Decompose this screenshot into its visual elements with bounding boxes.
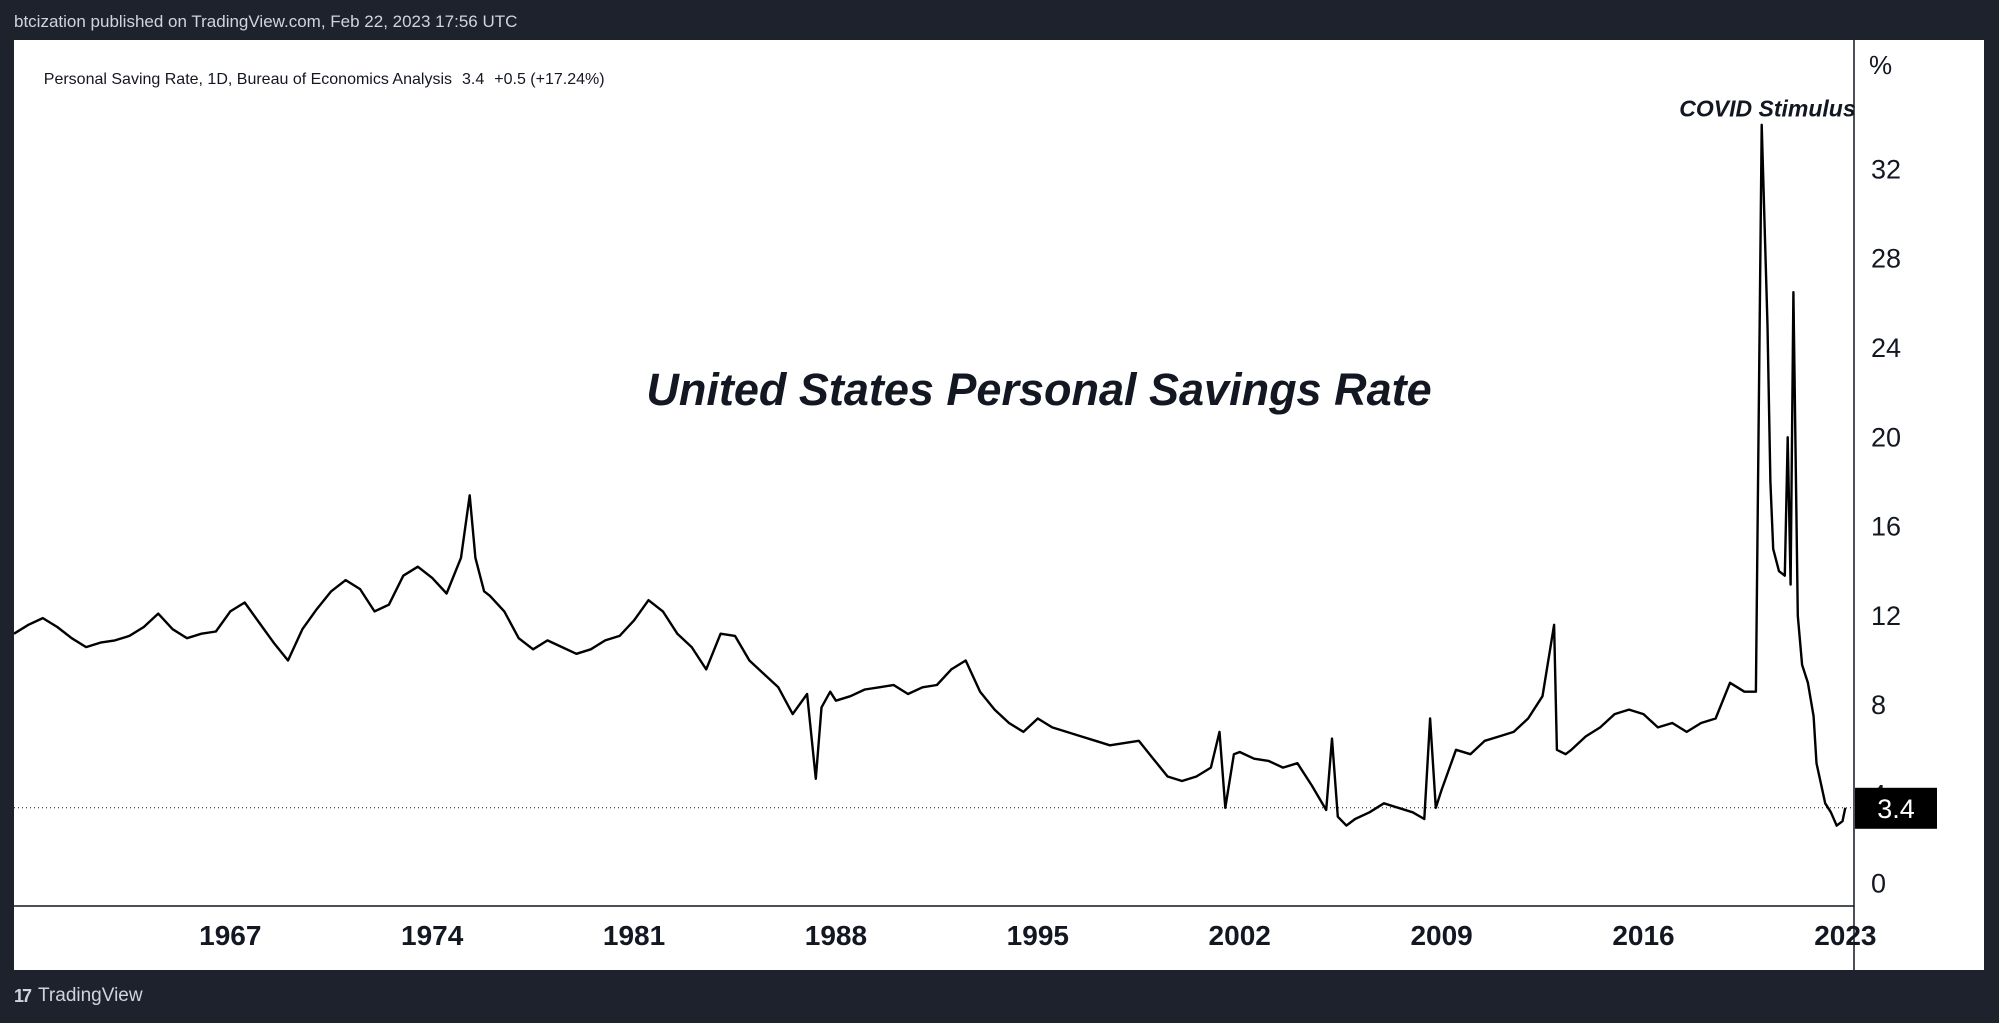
legend-last-value: 3.4 bbox=[462, 71, 485, 88]
y-tick-label: 16 bbox=[1871, 512, 1901, 542]
y-unit-label: % bbox=[1869, 50, 1892, 80]
x-tick-label: 1981 bbox=[603, 920, 665, 951]
chart-title: United States Personal Savings Rate bbox=[646, 364, 1431, 415]
series-line-0[interactable] bbox=[14, 123, 1847, 827]
x-tick-label: 2016 bbox=[1612, 920, 1674, 951]
legend-change: +0.5 (+17.24%) bbox=[494, 71, 605, 88]
covid-stimulus-annotation: COVID Stimulus bbox=[1679, 95, 1855, 121]
y-tick-label: 8 bbox=[1871, 690, 1886, 720]
x-tick-label: 1988 bbox=[805, 920, 867, 951]
series-legend[interactable]: Personal Saving Rate, 1D, Bureau of Econ… bbox=[26, 53, 615, 107]
y-tick-label: 12 bbox=[1871, 601, 1901, 631]
plot-layer bbox=[14, 123, 1854, 827]
y-tick-label: 28 bbox=[1871, 244, 1901, 274]
y-tick-label: 0 bbox=[1871, 869, 1886, 899]
x-tick-label: 1995 bbox=[1007, 920, 1069, 951]
chart-canvas[interactable]: 1967197419811988199520022009201620230481… bbox=[14, 40, 1984, 970]
tradingview-logo-icon: 17 bbox=[14, 985, 32, 1006]
x-tick-label: 2023 bbox=[1814, 920, 1876, 951]
published-header: btcization published on TradingView.com,… bbox=[14, 12, 518, 31]
y-tick-label: 20 bbox=[1871, 422, 1901, 452]
x-tick-label: 2009 bbox=[1410, 920, 1472, 951]
y-tick-label: 24 bbox=[1871, 333, 1901, 363]
last-price-label: 3.4 bbox=[1877, 794, 1915, 824]
last-price-box bbox=[1855, 787, 1937, 829]
x-tick-label: 1967 bbox=[199, 920, 261, 951]
x-tick-label: 1974 bbox=[401, 920, 464, 951]
brand-name: TradingView bbox=[38, 985, 143, 1006]
x-tick-label: 2002 bbox=[1209, 920, 1271, 951]
y-tick-label: 32 bbox=[1871, 154, 1901, 184]
axis-layer: 1967197419811988199520022009201620230481… bbox=[199, 154, 1937, 951]
legend-symbol: Personal Saving Rate, 1D, Bureau of Econ… bbox=[43, 71, 452, 88]
chart-area[interactable]: 1967197419811988199520022009201620230481… bbox=[14, 40, 1984, 970]
tradingview-brand[interactable]: 17 TradingView bbox=[14, 985, 143, 1007]
